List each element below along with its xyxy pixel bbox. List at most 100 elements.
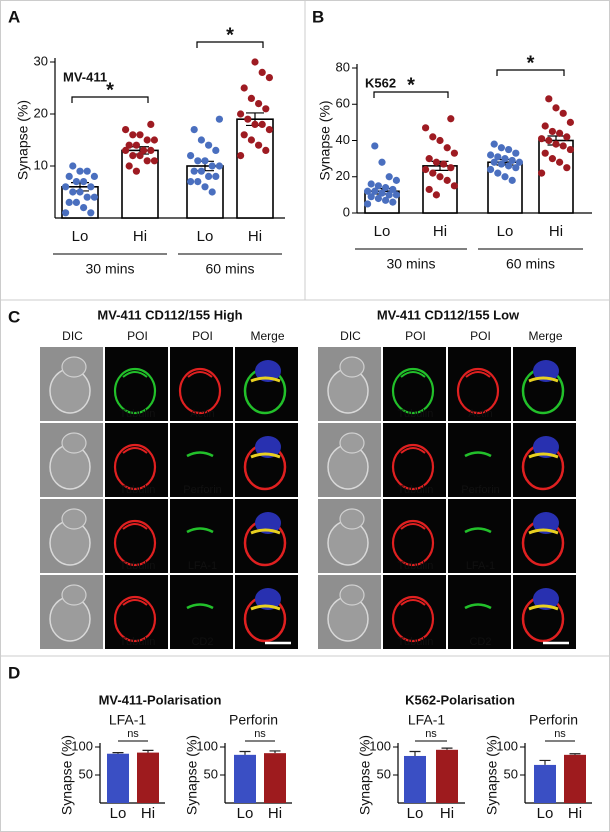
significance-bracket: [373, 91, 449, 98]
data-point: [265, 74, 273, 82]
cell-stain: [122, 447, 148, 454]
data-point: [194, 178, 202, 186]
micrograph: LFA-1: [448, 499, 511, 573]
significance-label: ns: [554, 728, 566, 740]
data-point: [440, 160, 448, 168]
group-label: 60 mins: [506, 256, 555, 272]
significance-bracket: [71, 96, 149, 103]
significance-label: ns: [127, 728, 139, 740]
data-point: [382, 184, 390, 192]
data-point: [548, 127, 557, 136]
cell-stain: [113, 595, 157, 643]
data-point: [566, 118, 575, 126]
data-point: [132, 167, 140, 175]
data-point: [240, 131, 248, 139]
cell-stain: [465, 371, 491, 378]
data-point: [143, 157, 151, 165]
data-point: [237, 152, 245, 160]
micrograph: [40, 499, 103, 573]
data-point: [566, 145, 575, 154]
chart-title: LFA-1: [109, 712, 147, 728]
group-label: 60 mins: [205, 261, 254, 277]
data-point: [136, 152, 144, 160]
marker-label: Tubulin: [398, 408, 434, 420]
y-tick-label: 10: [34, 157, 48, 172]
data-point: [490, 158, 498, 166]
micrograph: Tubulin: [383, 499, 446, 573]
data-point: [212, 172, 220, 180]
data-point: [450, 149, 458, 157]
data-point: [497, 144, 505, 152]
panel-label: A: [8, 7, 20, 26]
data-point: [80, 178, 88, 186]
data-point: [125, 141, 133, 149]
y-tick-label: 100: [369, 738, 391, 753]
data-point: [201, 157, 209, 165]
error-bar: [409, 750, 421, 756]
synapse-stain: [186, 451, 214, 458]
group-label: 30 mins: [85, 261, 134, 277]
y-axis-label: Synapse (%): [59, 735, 75, 815]
chart-title: MV-411: [63, 69, 107, 84]
data-point: [129, 152, 137, 160]
data-point: [367, 180, 375, 188]
x-tick-label: Lo: [197, 228, 214, 245]
data-point: [90, 193, 98, 201]
synapse-stain: [186, 527, 214, 534]
column-header: Merge: [528, 329, 562, 343]
data-point: [556, 129, 564, 137]
data-point: [150, 157, 158, 165]
micrograph-bg: [448, 499, 511, 573]
nucleus: [533, 512, 559, 534]
marker-label: Tubulin: [398, 484, 434, 496]
error-bar: [112, 752, 124, 754]
micrograph: [318, 575, 381, 649]
data-point: [251, 120, 259, 128]
data-point: [147, 146, 155, 154]
x-tick-label: Lo: [72, 228, 89, 245]
data-point: [552, 140, 560, 148]
micrograph: Tubulin: [383, 423, 446, 497]
x-tick-label: Lo: [537, 805, 554, 822]
cell-stain: [178, 367, 222, 415]
marker-label: Tubulin: [120, 636, 156, 648]
cell-outline: [339, 508, 365, 530]
y-tick-label: 40: [336, 132, 350, 147]
synapse-stain: [464, 451, 492, 458]
x-tick-label: Lo: [497, 223, 514, 240]
micrograph: Tubulin: [105, 499, 168, 573]
data-point: [205, 141, 213, 149]
data-point: [143, 136, 151, 144]
micrograph: Tubulin: [105, 347, 168, 421]
data-point: [265, 126, 273, 134]
data-point: [552, 104, 560, 112]
marker-label: Tubulin: [120, 560, 156, 572]
micrograph-bg: [170, 499, 233, 573]
y-tick-label: 60: [336, 96, 350, 111]
marker-label: CD2: [191, 636, 213, 648]
data-point: [205, 172, 213, 180]
data-point: [237, 110, 245, 118]
data-point: [447, 164, 455, 172]
marker-label: Actin: [468, 408, 492, 420]
cell-stain: [391, 595, 435, 643]
micrograph: LFA-1: [170, 499, 233, 573]
micrograph: Tubulin: [383, 575, 446, 649]
cell-stain: [122, 523, 148, 530]
data-point: [487, 165, 495, 174]
column-header: Merge: [250, 329, 284, 343]
micrograph: CD2: [448, 575, 511, 649]
nucleus: [533, 588, 559, 610]
micrograph: [40, 347, 103, 421]
panel-title: MV-411 CD112/155 High: [97, 307, 242, 322]
data-point: [563, 164, 571, 172]
y-tick-label: 20: [34, 105, 48, 120]
nucleus: [255, 512, 281, 534]
micrograph: [318, 347, 381, 421]
micrograph-bg: [170, 575, 233, 649]
data-point: [392, 191, 400, 199]
data-point: [389, 185, 397, 194]
data-point: [429, 169, 437, 177]
data-point: [538, 135, 546, 143]
